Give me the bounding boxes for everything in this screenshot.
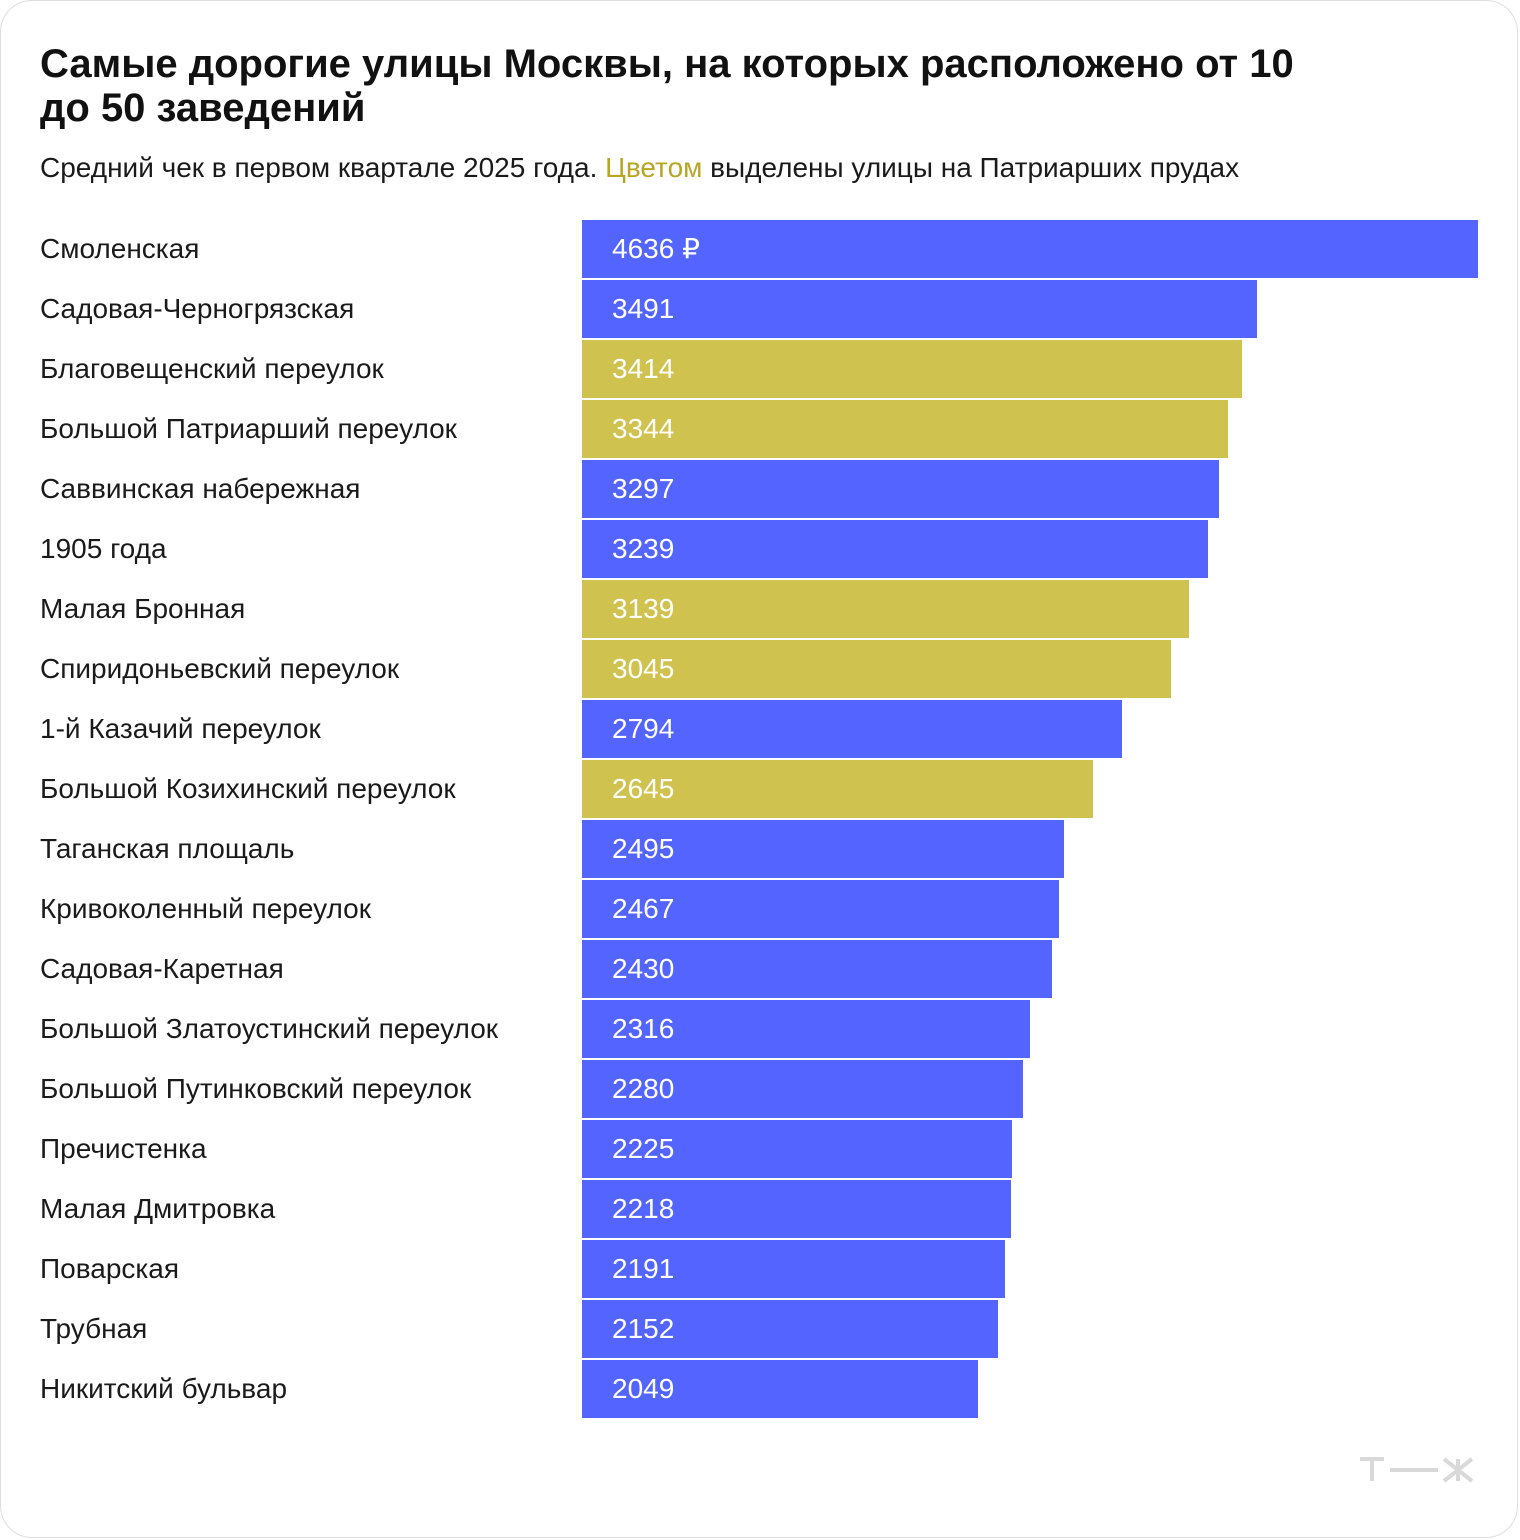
bar-row: Саввинская набережная 3297	[0, 460, 1520, 520]
bar	[582, 580, 1189, 638]
category-label: Смоленская	[40, 233, 200, 264]
value-label: 2225	[612, 1133, 675, 1164]
tzh-logo-icon	[1360, 1457, 1474, 1483]
bar	[582, 400, 1228, 458]
value-label: 3491	[612, 293, 675, 324]
category-label: Большой Козихинский переулок	[40, 773, 456, 804]
category-label: Садовая-Черногрязская	[40, 293, 355, 324]
subtitle-text-end: выделены улицы на Патриарших прудах	[702, 152, 1240, 183]
bar	[582, 760, 1093, 818]
bar-row: Малая Дмитровка 2218	[0, 1180, 1520, 1240]
bar	[582, 280, 1257, 338]
bar-row: Кривоколенный переулок 2467	[0, 880, 1520, 940]
category-label: Пречистенка	[40, 1133, 207, 1164]
bar-row: Трубная 2152	[0, 1300, 1520, 1360]
bar-row: Садовая-Черногрязская 3491	[0, 280, 1520, 340]
value-label: 3344	[612, 413, 675, 444]
category-label: Поварская	[40, 1253, 180, 1284]
category-label: Кривоколенный переулок	[40, 893, 371, 924]
chart-subtitle: Средний чек в первом квартале 2025 года.…	[40, 150, 1480, 186]
bar-row: Смоленская 4636 ₽	[0, 220, 1520, 280]
bar	[582, 700, 1122, 758]
bar	[582, 220, 1478, 278]
bar	[582, 520, 1208, 578]
bar-row: 1-й Казачий переулок 2794	[0, 700, 1520, 760]
category-label: Малая Дмитровка	[40, 1193, 276, 1224]
value-label: 4636 ₽	[612, 233, 700, 264]
bar-row: Большой Путинковский переулок 2280	[0, 1060, 1520, 1120]
bar-row: Большой Златоустинский переулок 2316	[0, 1000, 1520, 1060]
value-label: 2645	[612, 773, 675, 804]
category-label: Большой Путинковский переулок	[40, 1073, 472, 1104]
bar	[582, 1000, 1030, 1058]
category-label: Саввинская набережная	[40, 473, 361, 504]
category-label: Большой Патриарший переулок	[40, 413, 457, 444]
bar	[582, 820, 1064, 878]
value-label: 3239	[612, 533, 675, 564]
bar	[582, 1060, 1023, 1118]
category-label: Таганская площаль	[40, 833, 295, 864]
bar-row: Малая Бронная 3139	[0, 580, 1520, 640]
subtitle-highlight: Цветом	[605, 152, 703, 183]
category-label: Никитский бульвар	[40, 1373, 288, 1404]
bar-row: Большой Козихинский переулок 2645	[0, 760, 1520, 820]
bar-row: Поварская 2191	[0, 1240, 1520, 1300]
bar	[582, 1240, 1005, 1298]
bar-row: Таганская площаль 2495	[0, 820, 1520, 880]
category-label: Благовещенский переулок	[40, 353, 384, 384]
category-label: Трубная	[40, 1313, 148, 1344]
category-label: Спиридоньевский переулок	[40, 653, 400, 684]
bar-row: Садовая-Каретная 2430	[0, 940, 1520, 1000]
category-label: Малая Бронная	[40, 593, 246, 624]
bar	[582, 460, 1219, 518]
subtitle-text: Средний чек в первом квартале 2025 года.	[40, 152, 606, 183]
bar	[582, 880, 1059, 938]
category-label: 1905 года	[40, 533, 167, 564]
value-label: 2191	[612, 1253, 675, 1284]
bar-row: Пречистенка 2225	[0, 1120, 1520, 1180]
bar-chart: Смоленская 4636 ₽ Садовая-Черногрязская 349…	[0, 220, 1520, 1420]
category-label: Большой Златоустинский переулок	[40, 1013, 499, 1044]
value-label: 3414	[612, 353, 675, 384]
value-label: 3045	[612, 653, 675, 684]
value-label: 3297	[612, 473, 675, 504]
value-label: 2495	[612, 833, 675, 864]
bar-row: Большой Патриарший переулок 3344	[0, 400, 1520, 460]
value-label: 2218	[612, 1193, 675, 1224]
value-label: 2794	[612, 713, 675, 744]
chart-title: Самые дорогие улицы Москвы, на которых р…	[40, 42, 1294, 130]
value-label: 2316	[612, 1013, 675, 1044]
value-label: 2280	[612, 1073, 675, 1104]
value-label: 2152	[612, 1313, 675, 1344]
value-label: 3139	[612, 593, 675, 624]
bar	[582, 1120, 1012, 1178]
bar-row: Никитский бульвар 2049	[0, 1360, 1520, 1420]
bar	[582, 1360, 978, 1418]
bar	[582, 340, 1242, 398]
value-label: 2467	[612, 893, 675, 924]
value-label: 2049	[612, 1373, 675, 1404]
bar	[582, 940, 1052, 998]
bar	[582, 1180, 1011, 1238]
bar-row: Благовещенский переулок 3414	[0, 340, 1520, 400]
value-label: 2430	[612, 953, 675, 984]
category-label: 1-й Казачий переулок	[40, 713, 321, 744]
category-label: Садовая-Каретная	[40, 953, 284, 984]
bar	[582, 1300, 998, 1358]
bar	[582, 640, 1171, 698]
bar-row: 1905 года 3239	[0, 520, 1520, 580]
bar-row: Спиридоньевский переулок 3045	[0, 640, 1520, 700]
